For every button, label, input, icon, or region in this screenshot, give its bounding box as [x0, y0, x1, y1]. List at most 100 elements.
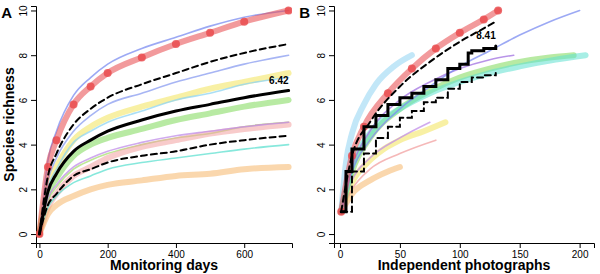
x-tick-label: 200: [572, 249, 589, 260]
plot-area: [337, 6, 585, 215]
annotation: 8.41: [476, 30, 496, 41]
series-line: [39, 44, 288, 234]
y-tick: 2: [316, 187, 334, 193]
x-tick-mark: [108, 243, 109, 248]
y-tick: 6: [316, 97, 334, 103]
x-axis-line: [37, 244, 293, 249]
y-tick-label: 10: [316, 5, 327, 17]
series-line: [39, 91, 288, 235]
series-line: [341, 46, 496, 212]
y-tick: 8: [316, 52, 334, 58]
y-tick-label: 6: [18, 97, 29, 103]
x-tick-mark: [39, 243, 40, 248]
series-point: [70, 100, 78, 108]
series-point: [52, 136, 60, 144]
series-point: [240, 18, 248, 26]
x-tick-mark: [460, 243, 461, 248]
panel: 05010015020002468108.41BIndependent phot…: [299, 4, 594, 273]
y-axis: 0 2 4 6 8 10: [18, 5, 37, 244]
panel-label: B: [299, 4, 310, 21]
y-tick: 6: [18, 97, 36, 103]
x-tick-label: 0: [37, 249, 43, 260]
y-tick: 8: [18, 52, 36, 58]
y-tick-mark: [329, 100, 334, 101]
series-line: [39, 10, 288, 234]
panel: 020040060002468106.42AMonitoring daysSpe…: [1, 4, 293, 273]
x-tick: 600: [236, 243, 253, 260]
y-tick-label: 2: [18, 187, 29, 193]
x-tick: 0: [338, 243, 344, 260]
x-tick-label: 600: [236, 249, 253, 260]
y-tick-label: 8: [316, 52, 327, 58]
y-tick-mark: [329, 234, 334, 235]
series-point: [172, 40, 180, 48]
x-tick-mark: [176, 243, 177, 248]
series-line: [341, 55, 585, 212]
x-tick-label: 0: [338, 249, 344, 260]
y-tick-mark: [329, 189, 334, 190]
series-point: [456, 29, 464, 37]
series-point: [480, 15, 488, 23]
x-axis-title: Independent photographs: [378, 257, 551, 273]
series-line: [341, 55, 514, 212]
y-tick: 0: [18, 231, 36, 237]
x-tick-mark: [400, 243, 401, 248]
chart-root: 020040060002468106.42AMonitoring daysSpe…: [0, 0, 600, 274]
x-tick-mark: [244, 243, 245, 248]
series-line: [39, 167, 288, 234]
y-tick-mark: [31, 234, 36, 235]
series-point: [494, 6, 502, 14]
y-tick-label: 6: [316, 97, 327, 103]
series-line: [39, 55, 288, 234]
series-line: [341, 10, 579, 211]
series-point: [104, 69, 112, 77]
annotation: 6.42: [269, 75, 289, 86]
y-axis-line: [31, 7, 37, 244]
y-tick-mark: [31, 100, 36, 101]
y-tick-mark: [31, 145, 36, 146]
y-tick-mark: [329, 145, 334, 146]
y-tick: 10: [18, 5, 36, 17]
y-axis-title: Species richness: [1, 67, 17, 182]
y-axis-line: [329, 7, 335, 244]
series-point: [285, 6, 292, 14]
series-point: [87, 82, 95, 90]
y-tick: 0: [316, 231, 334, 237]
series-line: [39, 125, 288, 235]
series-point: [206, 29, 214, 37]
x-tick-mark: [340, 243, 341, 248]
plot-area: [36, 6, 292, 238]
x-tick-mark: [520, 243, 521, 248]
y-tick-mark: [329, 10, 334, 11]
series-point: [384, 89, 392, 97]
y-tick-label: 8: [18, 52, 29, 58]
series-line: [341, 22, 496, 212]
y-tick-mark: [31, 10, 36, 11]
x-axis-line: [335, 244, 595, 249]
y-tick-label: 2: [316, 187, 327, 193]
y-tick-mark: [31, 55, 36, 56]
y-tick-mark: [329, 55, 334, 56]
y-tick-label: 10: [18, 5, 29, 17]
x-axis-title: Monitoring days: [110, 257, 218, 273]
y-tick-label: 0: [316, 231, 327, 237]
y-tick-mark: [31, 189, 36, 190]
y-tick-label: 0: [18, 231, 29, 237]
series-point: [408, 65, 416, 73]
y-tick: 2: [18, 187, 36, 193]
x-tick: 0: [37, 243, 43, 260]
series-point: [432, 44, 440, 52]
series-line: [39, 10, 288, 234]
y-tick-label: 4: [18, 142, 29, 148]
y-tick: 4: [18, 142, 36, 148]
y-tick-label: 4: [316, 142, 327, 148]
x-tick: 200: [572, 243, 589, 260]
series-line: [39, 145, 288, 234]
y-axis: 0 2 4 6 8 10: [316, 5, 335, 244]
series-line: [341, 55, 573, 212]
y-tick: 10: [316, 5, 334, 17]
y-tick: 4: [316, 142, 334, 148]
series-point: [138, 53, 146, 61]
x-tick-mark: [580, 243, 581, 248]
series-line: [341, 10, 498, 211]
